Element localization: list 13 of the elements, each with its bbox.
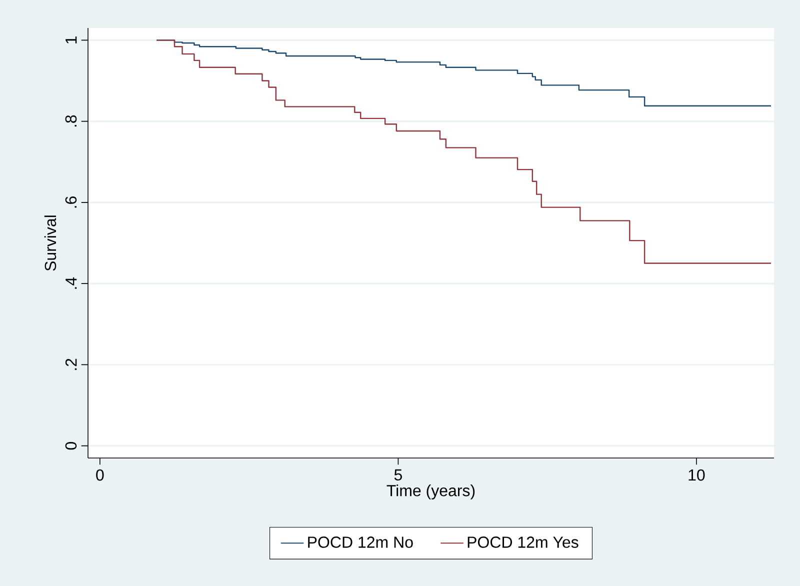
legend-label: POCD 12m Yes xyxy=(468,536,578,548)
y-axis-title: Survival xyxy=(44,216,56,271)
y-tick-label: 1 xyxy=(66,36,77,44)
y-tick-label: .6 xyxy=(65,196,77,208)
x-tick-label: 5 xyxy=(394,469,402,481)
x-tick-label: 10 xyxy=(688,469,705,481)
y-tick-label: .2 xyxy=(65,358,77,370)
y-tick-label: .8 xyxy=(65,115,77,127)
x-axis-title: Time (years) xyxy=(386,484,475,500)
y-tick-label: .4 xyxy=(66,277,77,289)
legend-label: POCD 12m No xyxy=(308,536,413,548)
x-tick-label: 0 xyxy=(96,469,104,481)
y-tick-label: 0 xyxy=(65,442,77,450)
